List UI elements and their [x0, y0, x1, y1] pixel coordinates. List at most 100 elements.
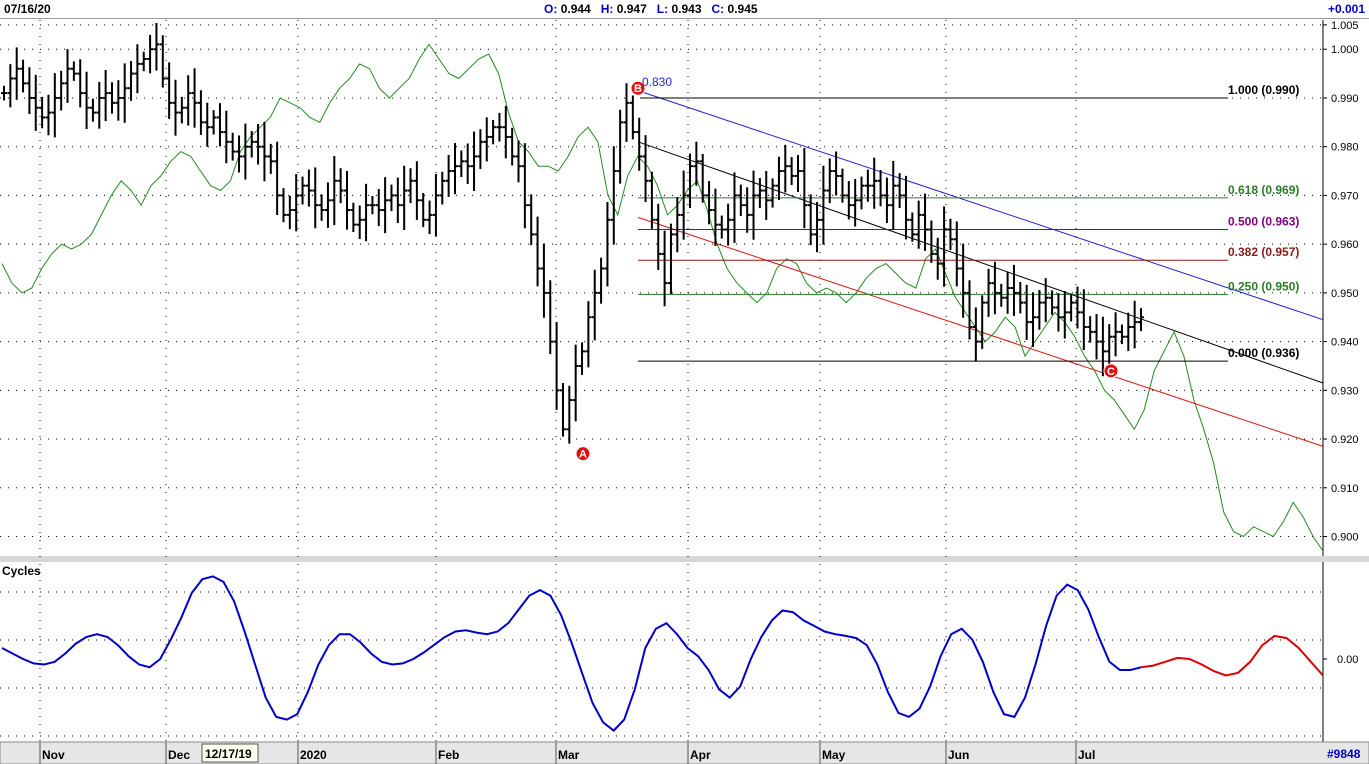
price-bar — [725, 203, 732, 246]
price-bar — [617, 109, 624, 184]
cycles-title: Cycles — [2, 564, 41, 578]
fib-level-label: 0.618 (0.969) — [1228, 183, 1299, 197]
upper-channel-line — [637, 90, 1324, 321]
price-bar — [280, 188, 287, 223]
price-bar — [896, 173, 903, 208]
price-bar — [979, 295, 986, 349]
price-bar — [363, 183, 370, 242]
low-value: 0.943 — [671, 2, 702, 16]
price-bar — [496, 112, 503, 142]
price-bars — [1, 23, 1144, 444]
price-bar — [115, 80, 122, 121]
price-bar — [871, 157, 878, 209]
price-bar — [204, 102, 211, 147]
fib-level-label: 0.500 (0.963) — [1228, 215, 1299, 229]
price-bar — [1087, 316, 1094, 343]
price-bar — [858, 176, 865, 210]
price-bar — [191, 68, 198, 128]
price-bar — [845, 181, 852, 220]
price-bar — [687, 153, 694, 208]
price-bar — [70, 61, 77, 81]
price-bar — [788, 157, 795, 185]
month-label: Jul — [1078, 748, 1095, 762]
price-bar — [509, 127, 516, 166]
price-bar — [877, 169, 884, 207]
price-bar — [13, 47, 20, 100]
price-bar — [814, 201, 821, 253]
price-bar — [553, 322, 560, 410]
price-bar — [337, 168, 344, 204]
price-bar — [706, 181, 713, 225]
price-bar — [1017, 282, 1024, 314]
price-bar — [1, 85, 7, 101]
price-tick-label: 1.005 — [1331, 20, 1359, 32]
price-bar — [477, 129, 484, 170]
ohlc-readout: O: 0.944 H: 0.947 L: 0.943 C: 0.945 — [544, 2, 758, 16]
price-bar — [153, 23, 160, 71]
high-label: H: — [600, 2, 614, 16]
price-bar — [305, 169, 312, 207]
price-bar — [604, 201, 611, 287]
price-bar — [147, 34, 154, 74]
price-bar — [1030, 292, 1037, 347]
price-tick-label: 0.910 — [1331, 483, 1359, 495]
price-bar — [991, 261, 998, 315]
price-tick-label: 0.930 — [1331, 385, 1359, 397]
month-label: Jun — [948, 748, 969, 762]
price-bar — [1074, 286, 1081, 329]
price-bar — [864, 169, 871, 202]
price-bar — [1093, 314, 1100, 360]
price-bar — [966, 280, 973, 340]
price-bar — [369, 196, 376, 215]
price-tick-label: 1.000 — [1331, 44, 1359, 56]
price-bar — [420, 192, 427, 228]
overlay-line — [1, 43, 1324, 552]
price-bar — [1004, 271, 1011, 314]
regression-channel — [637, 90, 1324, 447]
price-bar — [458, 150, 465, 177]
price-bar — [775, 156, 782, 200]
price-bar — [39, 96, 46, 129]
price-tick-label: 0.950 — [1331, 288, 1359, 300]
price-bar — [909, 212, 916, 242]
time-axis: Nov Dec 2020 Feb Mar Apr May Jun Jul 12/17/19 #984… — [39, 742, 1361, 764]
cursor-date: 07/16/20 — [4, 2, 51, 16]
price-bar — [26, 67, 33, 115]
price-bar — [718, 215, 725, 239]
symbol-code-label: #9848 — [1327, 747, 1361, 761]
month-label: Nov — [42, 748, 65, 762]
price-bar — [661, 230, 668, 307]
price-bar — [1055, 293, 1062, 332]
month-label: Mar — [558, 748, 580, 762]
price-bar — [128, 61, 135, 101]
price-bar — [972, 307, 979, 362]
price-bar — [559, 383, 566, 437]
price-bar — [318, 194, 325, 221]
price-bar — [941, 206, 948, 287]
price-bar — [108, 82, 115, 114]
lower-channel-line — [637, 216, 1324, 447]
chart-area[interactable]: 1.000 (0.990) 0.618 (0.969) 0.500 (0.963) 0… — [0, 19, 1369, 764]
grid — [0, 20, 1369, 764]
price-bar — [794, 154, 801, 193]
price-bar — [737, 184, 744, 216]
price-tick-label: 0.940 — [1331, 337, 1359, 349]
pivot-marker-B — [630, 80, 646, 96]
price-bar — [178, 96, 185, 124]
cycle-actual-path — [1, 575, 1142, 732]
price-bar — [502, 105, 509, 159]
price-bar — [248, 131, 255, 158]
price-bar — [674, 197, 681, 253]
price-bar — [140, 51, 147, 72]
price-bar — [648, 171, 655, 229]
price-bar — [756, 177, 763, 208]
price-bar — [731, 172, 738, 243]
open-value: 0.944 — [560, 2, 591, 16]
price-bar — [432, 174, 439, 237]
price-bar — [801, 147, 808, 229]
close-value: 0.945 — [727, 2, 758, 16]
price-bar — [572, 344, 579, 422]
price-bar — [534, 216, 541, 287]
price-bar — [1125, 312, 1132, 352]
price-bar — [375, 189, 382, 227]
